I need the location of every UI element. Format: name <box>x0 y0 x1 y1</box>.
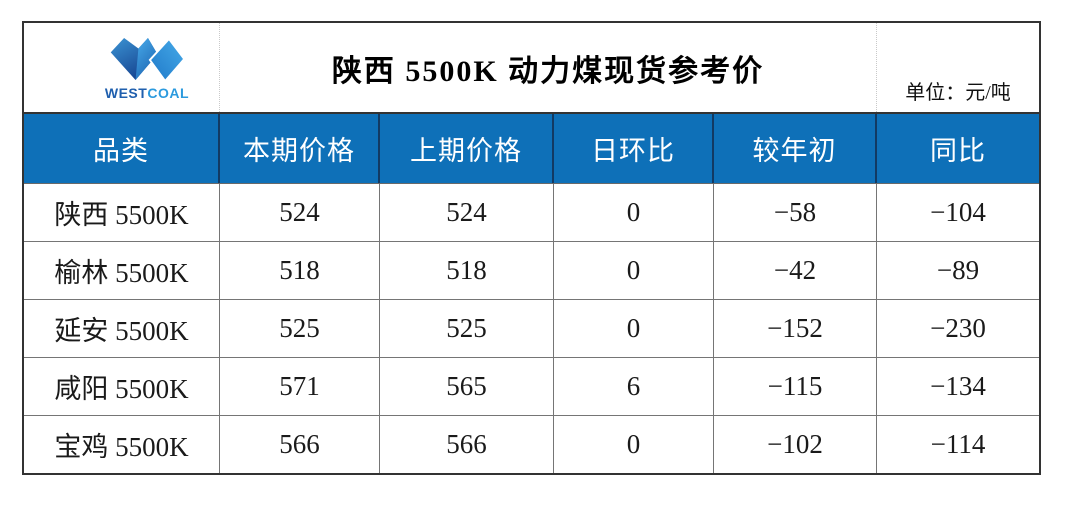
cell-current-price: 524 <box>220 184 380 241</box>
table-row: 咸阳 5500K 571 565 6 −115 −134 <box>24 357 1039 415</box>
cell-category: 宝鸡 5500K <box>24 416 220 473</box>
page-title: 陕西 5500K 动力煤现货参考价 <box>331 54 765 88</box>
cell-vs-year-start: −58 <box>714 184 877 241</box>
cell-previous-price: 518 <box>380 242 554 299</box>
title-cell: 陕西 5500K 动力煤现货参考价 <box>220 23 877 112</box>
column-header-category: 品类 <box>24 114 220 183</box>
cell-year-over-year: −134 <box>930 371 986 401</box>
cell-vs-year-start: −152 <box>714 300 877 357</box>
table-row: 延安 5500K 525 525 0 −152 −230 <box>24 299 1039 357</box>
table-row: 榆林 5500K 518 518 0 −42 −89 <box>24 241 1039 299</box>
logo-text-coal: COAL <box>147 85 189 101</box>
cell-previous-price: 524 <box>380 184 554 241</box>
cell-category: 榆林 5500K <box>24 242 220 299</box>
cell-vs-year-start: −115 <box>714 358 877 415</box>
cell-current-price: 525 <box>220 300 380 357</box>
logo-text-west: WEST <box>104 85 148 101</box>
cell-year-over-year: −114 <box>930 429 986 459</box>
logo-wordmark: WESTCOAL <box>105 86 189 100</box>
column-header-year-over-year: 同比 <box>930 136 986 166</box>
westcoal-logo: WESTCOAL <box>105 35 189 100</box>
table-header-row: 品类 本期价格 上期价格 日环比 较年初 同比 <box>24 114 1039 184</box>
cell-day-over-day: 0 <box>554 416 714 473</box>
column-header-previous-price: 上期价格 <box>380 114 554 183</box>
unit-label: 单位：元/吨 <box>905 82 1011 104</box>
cell-day-over-day: 0 <box>554 184 714 241</box>
cell-year-over-year: −230 <box>930 313 986 343</box>
cell-previous-price: 566 <box>380 416 554 473</box>
cell-current-price: 566 <box>220 416 380 473</box>
cell-year-over-year: −104 <box>930 197 986 227</box>
cell-day-over-day: 0 <box>554 242 714 299</box>
cell-vs-year-start: −42 <box>714 242 877 299</box>
cell-category: 陕西 5500K <box>24 184 220 241</box>
column-header-day-over-day: 日环比 <box>554 114 714 183</box>
cell-previous-price: 525 <box>380 300 554 357</box>
column-header-vs-year-start: 较年初 <box>714 114 877 183</box>
cell-category: 咸阳 5500K <box>24 358 220 415</box>
logo-cell: WESTCOAL <box>24 23 220 112</box>
westcoal-w-icon <box>110 37 186 83</box>
cell-previous-price: 565 <box>380 358 554 415</box>
column-header-current-price: 本期价格 <box>220 114 380 183</box>
table-row: 宝鸡 5500K 566 566 0 −102 −114 <box>24 415 1039 473</box>
table-row: 陕西 5500K 524 524 0 −58 −104 <box>24 184 1039 241</box>
cell-day-over-day: 0 <box>554 300 714 357</box>
cell-day-over-day: 6 <box>554 358 714 415</box>
cell-category: 延安 5500K <box>24 300 220 357</box>
unit-cell: 单位：元/吨 <box>877 23 1039 112</box>
cell-current-price: 571 <box>220 358 380 415</box>
table-title-band: WESTCOAL 陕西 5500K 动力煤现货参考价 单位：元/吨 <box>24 23 1039 114</box>
price-table-card: WESTCOAL 陕西 5500K 动力煤现货参考价 单位：元/吨 品类 本期价… <box>22 21 1041 475</box>
cell-current-price: 518 <box>220 242 380 299</box>
cell-year-over-year: −89 <box>936 255 980 285</box>
cell-vs-year-start: −102 <box>714 416 877 473</box>
